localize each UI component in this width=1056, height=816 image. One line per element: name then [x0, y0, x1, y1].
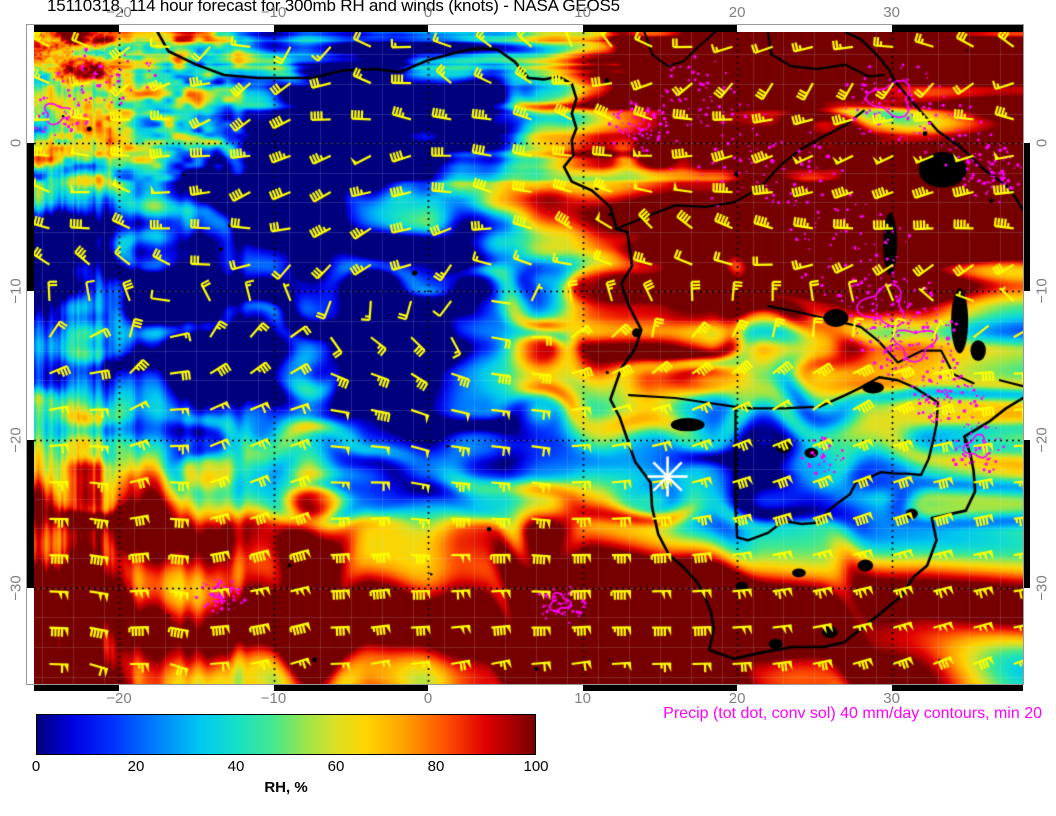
colorbar-tick-label: 80: [427, 758, 445, 775]
axis-frame-bottom: [34, 684, 1023, 691]
lon-tick-label: 20: [728, 690, 746, 707]
lon-tick-label: −10: [260, 4, 287, 21]
colorbar-tick-label: 0: [31, 758, 41, 775]
figure-title: 15110318, 114 hour forecast for 300mb RH…: [47, 0, 620, 15]
lon-tick-label: −10: [260, 690, 287, 707]
lon-tick-label: 30: [883, 4, 900, 21]
axis-frame-left: [27, 32, 34, 684]
lat-tick-label: −30: [7, 574, 25, 601]
axis-frame-top: [34, 25, 1023, 32]
lon-tick-label: −20: [106, 690, 132, 707]
rh-heatmap-canvas: [34, 32, 1023, 684]
lat-tick-label: −30: [1033, 574, 1051, 601]
colorbar-tick-label: 20: [127, 758, 145, 775]
colorbar-tick-label: 100: [523, 758, 549, 775]
lat-tick-label: 0: [1033, 138, 1051, 148]
lon-tick-label: 0: [423, 690, 433, 707]
rh-colorbar: [36, 714, 536, 755]
precip-legend-note: Precip (tot dot, conv sol) 40 mm/day con…: [663, 705, 1042, 722]
lon-tick-label: 30: [883, 690, 900, 707]
lat-tick-label: 0: [7, 138, 25, 148]
lat-tick-label: −10: [7, 278, 25, 305]
lon-tick-label: −20: [106, 4, 132, 21]
lat-tick-label: −20: [1033, 426, 1051, 453]
map-plot-area[interactable]: [34, 32, 1023, 684]
axis-frame-right: [1023, 32, 1030, 684]
colorbar-label: RH, %: [264, 779, 308, 796]
colorbar-tick-label: 40: [227, 758, 245, 775]
colorbar-tick-label: 60: [327, 758, 345, 775]
lon-tick-label: 0: [423, 4, 433, 21]
lon-tick-label: 10: [574, 690, 591, 707]
lon-tick-label: 20: [728, 4, 746, 21]
lat-tick-label: −10: [1033, 278, 1051, 305]
lat-tick-label: −20: [7, 426, 25, 453]
lon-tick-label: 10: [574, 4, 591, 21]
